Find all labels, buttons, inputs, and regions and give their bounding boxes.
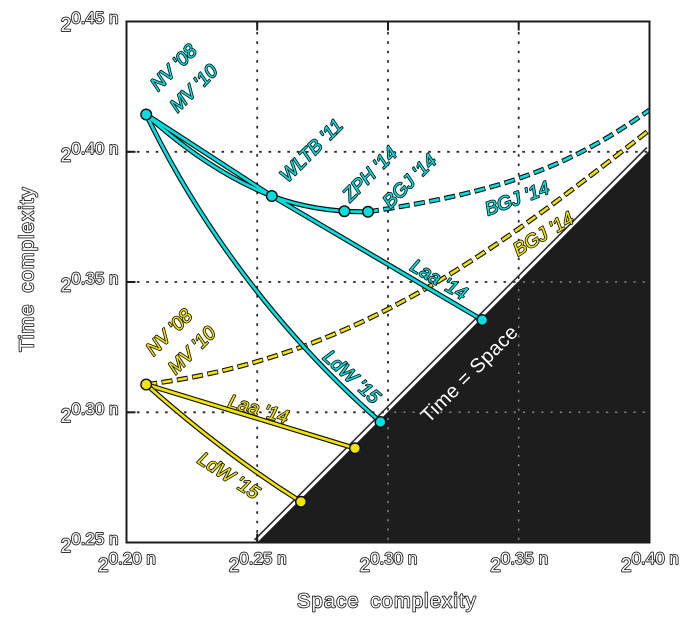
svg-text:WLTB '11: WLTB '11 <box>276 115 347 186</box>
svg-text:LdW '15: LdW '15 <box>194 449 264 504</box>
svg-text:20.40 n: 20.40 n <box>61 139 119 167</box>
svg-text:Laa '14: Laa '14 <box>226 391 291 428</box>
svg-text:20.30 n: 20.30 n <box>360 549 418 577</box>
svg-text:Space complexity: Space complexity <box>297 591 477 613</box>
svg-text:20.40 n: 20.40 n <box>621 549 679 577</box>
svg-text:20.35 n: 20.35 n <box>490 549 548 577</box>
svg-text:20.35 n: 20.35 n <box>61 269 119 297</box>
svg-text:20.25 n: 20.25 n <box>229 549 287 577</box>
svg-text:20.30 n: 20.30 n <box>61 399 119 427</box>
svg-text:20.45 n: 20.45 n <box>61 9 119 37</box>
svg-text:LdW '15: LdW '15 <box>318 346 384 408</box>
svg-text:20.20 n: 20.20 n <box>98 549 156 577</box>
svg-text:Time complexity: Time complexity <box>17 186 39 352</box>
